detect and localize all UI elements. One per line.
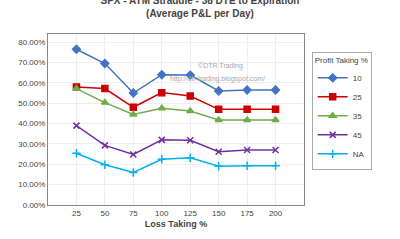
svg-text:125: 125 bbox=[184, 209, 198, 218]
svg-text:35: 35 bbox=[353, 112, 362, 121]
svg-text:NA: NA bbox=[353, 150, 365, 159]
svg-text:60.00%: 60.00% bbox=[18, 79, 45, 88]
svg-text:100: 100 bbox=[155, 209, 169, 218]
svg-text:Loss Taking %: Loss Taking % bbox=[145, 219, 207, 229]
svg-text:75: 75 bbox=[129, 209, 138, 218]
svg-text:http://dtr-trading.blogspot.co: http://dtr-trading.blogspot.com/ bbox=[170, 75, 265, 83]
svg-text:150: 150 bbox=[212, 209, 226, 218]
svg-text:45: 45 bbox=[353, 131, 362, 140]
svg-text:10.00%: 10.00% bbox=[18, 180, 45, 189]
svg-text:25: 25 bbox=[353, 93, 362, 102]
svg-text:50.00%: 50.00% bbox=[18, 99, 45, 108]
svg-text:10: 10 bbox=[353, 74, 362, 83]
svg-text:200: 200 bbox=[269, 209, 283, 218]
svg-text:50: 50 bbox=[100, 209, 109, 218]
svg-text:0.00%: 0.00% bbox=[23, 201, 46, 210]
svg-text:30.00%: 30.00% bbox=[18, 140, 45, 149]
svg-text:40.00%: 40.00% bbox=[18, 119, 45, 128]
svg-text:25: 25 bbox=[72, 209, 81, 218]
svg-text:©DTR Trading: ©DTR Trading bbox=[198, 62, 243, 70]
svg-text:175: 175 bbox=[240, 209, 254, 218]
svg-text:70.00%: 70.00% bbox=[18, 58, 45, 67]
svg-text:Profit Taking %: Profit Taking % bbox=[315, 56, 368, 65]
svg-text:20.00%: 20.00% bbox=[18, 160, 45, 169]
svg-text:80.00%: 80.00% bbox=[18, 38, 45, 47]
svg-text:SPX - ATM Straddle - 38 DTE to: SPX - ATM Straddle - 38 DTE to Expiratio… bbox=[101, 0, 300, 19]
